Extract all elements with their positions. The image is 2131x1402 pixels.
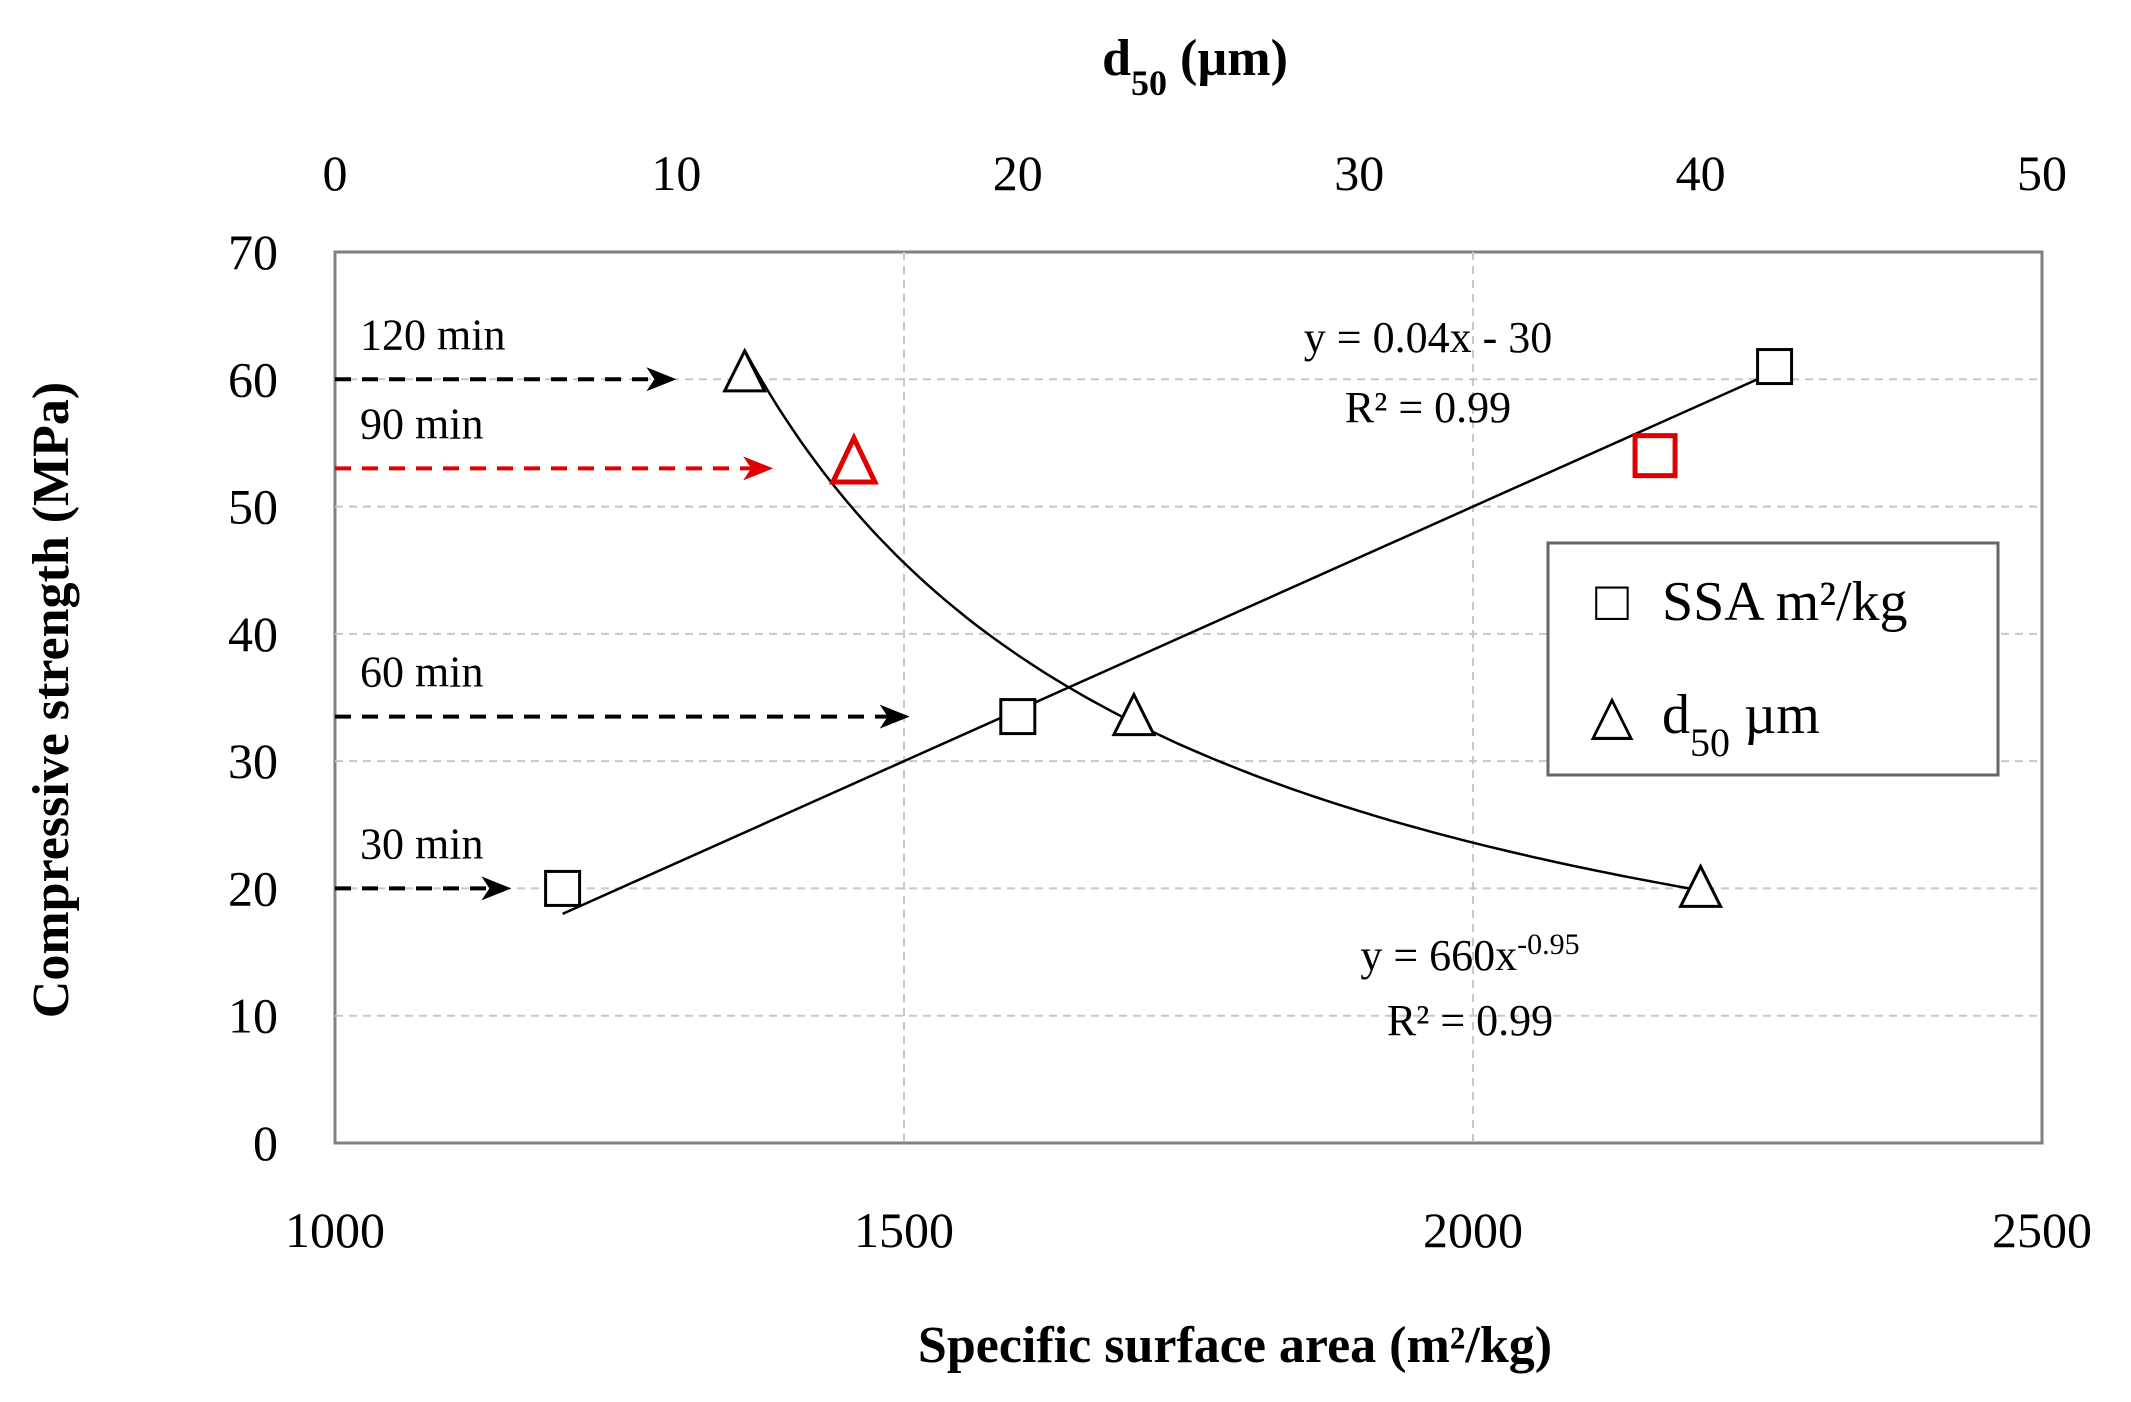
x-tick-label: 2500 [1992, 1202, 2092, 1258]
x2-tick-label: 0 [323, 145, 348, 201]
x-tick-label: 2000 [1423, 1202, 1523, 1258]
x-axis-title: Specific surface area (m²/kg) [918, 1317, 1552, 1374]
legend-label-d50: d50 µm [1662, 684, 1820, 765]
linear-r2: R² = 0.99 [1345, 383, 1511, 432]
y-tick-label: 0 [253, 1115, 278, 1171]
linear-equation: y = 0.04x - 30 [1304, 313, 1552, 362]
power-equation-exp: -0.95 [1517, 928, 1580, 961]
d50-marker [722, 347, 768, 393]
y-tick-label: 70 [228, 224, 278, 280]
annotation-arrow-head [743, 456, 774, 481]
annotation-label: 30 min [360, 819, 483, 868]
tick-labels: 0 10 20 30 40 50 60 70 1000 1500 2000 2500 0 10 20 30 40… [228, 145, 2092, 1258]
y-tick-label: 50 [228, 479, 278, 535]
y-tick-label: 10 [228, 988, 278, 1044]
x2-axis-title: d50 (µm) [1102, 30, 1288, 103]
data-markers [544, 347, 1794, 908]
power-equation-base: y = 660x [1360, 931, 1517, 980]
y-tick-label: 20 [228, 860, 278, 916]
x2-tick-label: 40 [1676, 145, 1726, 201]
power-equation: y = 660x-0.95 [1360, 928, 1579, 981]
trendlines [562, 349, 1776, 916]
power-trendline [743, 349, 1701, 892]
d50-marker [1111, 691, 1157, 737]
legend-symbol-triangle: △ [1590, 684, 1633, 746]
x-tick-label: 1000 [285, 1202, 385, 1258]
legend-label-d50-sub: 50 [1690, 720, 1730, 765]
legend-label-ssa: SSA m²/kg [1662, 571, 1908, 633]
annotation-label: 90 min [360, 399, 483, 448]
linear-trendline [562, 370, 1776, 916]
ssa-marker [1632, 433, 1678, 479]
x-tick-label: 1500 [854, 1202, 954, 1258]
x2-tick-label: 30 [1334, 145, 1384, 201]
ssa-marker [999, 698, 1037, 736]
legend: □ SSA m²/kg △ d50 µm [1546, 541, 2000, 777]
x2-tick-label: 50 [2017, 145, 2067, 201]
legend-symbol-square: □ [1595, 571, 1629, 633]
x2-axis-title-sub: 50 [1131, 63, 1167, 103]
annotation-arrow-head [481, 876, 512, 901]
y-tick-label: 60 [228, 351, 278, 407]
annotation-label: 60 min [360, 648, 483, 697]
ssa-marker [544, 869, 582, 907]
ssa-marker [1756, 348, 1794, 386]
x2-tick-label: 10 [651, 145, 701, 201]
legend-box [1546, 541, 2000, 777]
annotation-arrow-head [646, 367, 677, 392]
d50-marker [828, 432, 879, 485]
legend-label-d50-base: d [1662, 684, 1690, 746]
annotation-arrow-head [879, 704, 910, 729]
y-tick-label: 40 [228, 606, 278, 662]
power-r2: R² = 0.99 [1387, 996, 1553, 1045]
time-annotations: 120 min 90 min 60 min 30 min [335, 310, 910, 901]
legend-label-d50-rest: µm [1730, 684, 1820, 746]
d50-marker [1678, 863, 1724, 908]
x2-tick-label: 20 [993, 145, 1043, 201]
annotation-label: 120 min [360, 310, 505, 359]
y-tick-label: 30 [228, 733, 278, 789]
y-axis-title: Compressive strength (MPa) [23, 382, 80, 1018]
